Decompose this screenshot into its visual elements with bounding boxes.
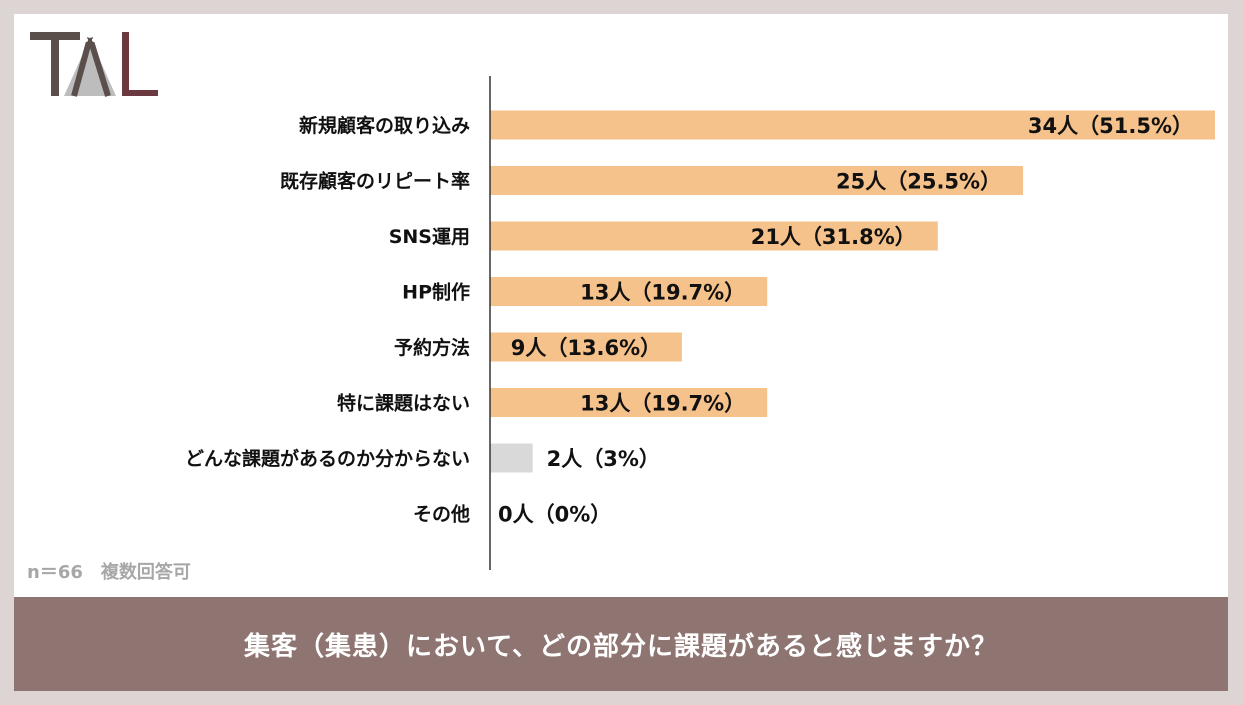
bar-chart: 新規顧客の取り込み 34人（51.5%） 既存顧客のリピート率 25人（25.5%） S…	[185, 76, 1215, 570]
category-label: SNS運用	[389, 226, 470, 248]
bar	[490, 221, 938, 251]
logo-t-stem	[51, 32, 59, 96]
data-label: 13人（19.7%）	[580, 281, 745, 305]
bar	[490, 277, 768, 306]
logo-a-leg-right	[87, 37, 111, 97]
logo-a-leg	[71, 37, 93, 97]
bar	[490, 443, 533, 473]
logo-a-dot-right	[92, 38, 96, 42]
bar	[490, 388, 768, 417]
category-label: HP制作	[402, 281, 470, 304]
category-label: 新規顧客の取り込み	[299, 114, 470, 137]
category-label: その他	[413, 503, 470, 526]
sample-size-note: n＝66 複数回答可	[27, 562, 191, 583]
question-text: 集客（集患）において、どの部分に課題があると感じますか？	[244, 631, 998, 662]
category-label: 既存顧客のリピート率	[280, 170, 470, 193]
category-label: 特に課題はない	[337, 392, 470, 415]
chart-frame: 新規顧客の取り込み 34人（51.5%） 既存顧客のリピート率 25人（25.5%） S…	[14, 14, 1228, 691]
logo-a-dot	[84, 38, 88, 42]
data-label: 9人（13.6%）	[511, 336, 661, 360]
data-label: 34人（51.5%）	[1028, 114, 1193, 138]
tal-logo	[30, 32, 158, 97]
bar	[490, 166, 1024, 195]
data-label: 0人（0%）	[498, 503, 611, 527]
bar	[490, 332, 682, 362]
data-label: 13人（19.7%）	[580, 392, 745, 416]
data-label: 25人（25.5%）	[836, 170, 1001, 194]
bars-layer: 新規顧客の取り込み 34人（51.5%） 既存顧客のリピート率 25人（25.5%） S…	[185, 110, 1215, 527]
question-banner: 集客（集患）において、どの部分に課題があると感じますか？	[14, 597, 1228, 691]
data-label: 21人（31.8%）	[751, 225, 916, 249]
category-label: 予約方法	[394, 336, 470, 359]
data-label: 2人（3%）	[547, 447, 660, 471]
logo-l-stem	[122, 32, 129, 96]
category-label: どんな課題があるのか分からない	[185, 447, 470, 470]
logo-l-foot	[122, 90, 158, 96]
bar	[490, 110, 1215, 140]
